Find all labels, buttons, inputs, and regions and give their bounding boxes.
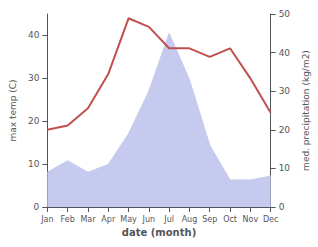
svg-text:50: 50 bbox=[279, 9, 291, 19]
svg-text:30: 30 bbox=[28, 73, 40, 83]
svg-text:Jun: Jun bbox=[142, 215, 156, 224]
svg-text:date (month): date (month) bbox=[122, 227, 196, 238]
svg-text:max temp (C): max temp (C) bbox=[8, 79, 18, 141]
svg-text:Apr: Apr bbox=[101, 215, 116, 224]
svg-text:Jul: Jul bbox=[163, 215, 174, 224]
svg-text:40: 40 bbox=[28, 30, 40, 40]
svg-text:Mar: Mar bbox=[80, 215, 96, 224]
svg-text:0: 0 bbox=[34, 202, 40, 212]
svg-text:0: 0 bbox=[279, 202, 285, 212]
svg-text:10: 10 bbox=[279, 163, 291, 173]
svg-text:May: May bbox=[120, 215, 137, 224]
svg-text:Oct: Oct bbox=[223, 215, 237, 224]
svg-text:10: 10 bbox=[28, 159, 40, 169]
svg-text:20: 20 bbox=[28, 116, 40, 126]
svg-text:Aug: Aug bbox=[182, 215, 198, 224]
svg-text:20: 20 bbox=[279, 125, 291, 135]
svg-text:Feb: Feb bbox=[61, 215, 75, 224]
svg-text:40: 40 bbox=[279, 48, 291, 58]
svg-text:Sep: Sep bbox=[202, 215, 217, 224]
svg-text:med. precipitation (kg/m2): med. precipitation (kg/m2) bbox=[301, 50, 311, 171]
svg-text:Dec: Dec bbox=[263, 215, 278, 224]
svg-text:Jan: Jan bbox=[40, 215, 53, 224]
svg-text:Nov: Nov bbox=[243, 215, 259, 224]
svg-text:30: 30 bbox=[279, 86, 291, 96]
